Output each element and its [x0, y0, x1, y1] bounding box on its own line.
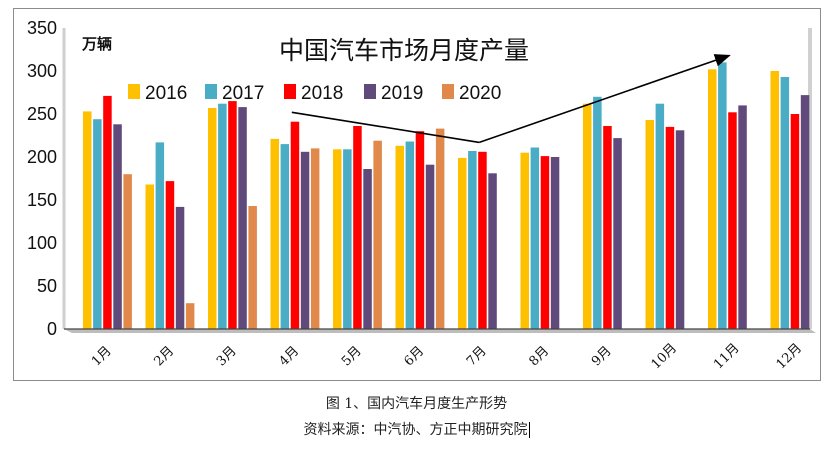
bar-4月-2018 [290, 121, 300, 329]
figure-caption: 图 1、国内汽车月度生产形势 [0, 393, 833, 413]
plot-area-shadow [62, 28, 816, 333]
legend: 2016 2017 2018 2019 2020 [128, 83, 501, 104]
bar-10月-2019 [675, 130, 685, 329]
x-tick-label-8: 8月 [526, 344, 552, 370]
legend-label-2018: 2018 [301, 83, 343, 104]
legend-swatch-2019 [364, 84, 376, 99]
bar-5月-2017 [343, 149, 352, 329]
bar-1月-2017 [93, 119, 102, 329]
bar-8月-2017 [530, 147, 540, 329]
bar-1月-2019 [113, 124, 122, 329]
legend-label-2019: 2019 [381, 83, 423, 104]
bar-10月-2018 [665, 126, 675, 330]
bar-6月-2016 [395, 145, 404, 329]
bar-1月-2016 [83, 111, 92, 330]
bar-9月-2019 [613, 138, 622, 329]
bar-11月-2018 [728, 112, 737, 329]
bar-11月-2019 [738, 105, 747, 330]
bar-11月-2016 [708, 69, 717, 330]
trend-arrow-up [479, 54, 731, 144]
y-tick-label-300: 300 [27, 61, 57, 81]
bar-7月-2017 [468, 151, 477, 329]
bar-5月-2020 [373, 140, 382, 329]
legend-label-2017: 2017 [222, 83, 264, 104]
trend-line-down [291, 111, 480, 144]
x-tick-label-6: 6月 [401, 344, 427, 370]
bar-series-group [83, 62, 810, 330]
legend-swatch-2016 [128, 84, 140, 99]
bar-12月-2016 [770, 71, 779, 329]
x-tick-label-2: 2月 [151, 344, 177, 370]
y-tick-label-150: 150 [27, 190, 57, 210]
source-note-text: 资料来源：中汽协、方正中期研究院 [303, 422, 530, 438]
bar-10月-2016 [645, 120, 654, 329]
bar-4月-2016 [270, 138, 279, 329]
bar-8月-2016 [520, 152, 529, 329]
legend-label-2016: 2016 [145, 83, 187, 104]
bar-1月-2018 [103, 95, 112, 330]
bar-9月-2018 [603, 126, 612, 329]
bar-4月-2017 [280, 144, 290, 329]
x-tick-label-3: 3月 [214, 344, 240, 370]
bar-9月-2017 [593, 96, 602, 329]
y-tick-label-350: 350 [27, 18, 57, 38]
bar-5月-2018 [353, 126, 362, 329]
bar-2月-2016 [145, 184, 154, 329]
bar-1月-2020 [123, 174, 132, 329]
bar-10月-2017 [655, 103, 665, 329]
x-tick-label-1: 1月 [89, 344, 115, 370]
bar-11月-2017 [718, 62, 727, 330]
x-tick-label-9: 9月 [589, 344, 615, 370]
x-tick-label-7: 7月 [464, 344, 490, 370]
bar-9月-2016 [583, 103, 592, 329]
y-tick-label-250: 250 [27, 104, 57, 124]
y-tick-label-0: 0 [47, 319, 57, 339]
bar-3月-2020 [248, 206, 257, 329]
source-note: 资料来源：中汽协、方正中期研究院 [0, 419, 833, 439]
bar-8月-2018 [540, 156, 550, 329]
legend-swatch-2020 [442, 84, 454, 99]
bar-3月-2018 [228, 101, 237, 329]
y-tick-label-50: 50 [37, 276, 57, 296]
bar-3月-2016 [208, 108, 217, 329]
bar-7月-2018 [478, 151, 487, 329]
x-tick-label-4: 4月 [276, 344, 302, 370]
bar-12月-2018 [790, 114, 800, 329]
bar-8月-2019 [550, 157, 560, 329]
bar-4月-2019 [300, 151, 310, 329]
bar-6月-2018 [415, 131, 425, 329]
y-tick-label-100: 100 [27, 233, 57, 253]
bar-3月-2019 [238, 107, 247, 329]
x-tick-label-11: 11月 [711, 341, 742, 372]
bar-6月-2019 [425, 164, 435, 329]
bar-12月-2019 [800, 95, 810, 329]
chart-title: 中国汽车市场月度产量 [279, 36, 529, 65]
bar-2月-2018 [165, 181, 175, 329]
bar-12月-2017 [780, 77, 790, 329]
bar-7月-2016 [458, 157, 467, 329]
bar-2月-2017 [155, 142, 165, 329]
bar-4月-2020 [310, 148, 320, 329]
y-tick-label-200: 200 [27, 147, 57, 167]
trend-arrows [291, 54, 731, 144]
legend-swatch-2018 [284, 84, 296, 99]
x-tick-label-10: 10月 [649, 341, 680, 372]
bar-5月-2016 [333, 149, 342, 329]
figure-caption-text: 图 1、国内汽车月度生产形势 [325, 396, 508, 412]
bar-chart: 0 50 100 150 200 250 300 350 1月 2月 3月 4月 5月 6月 7月 8月 9月 1… [27, 18, 816, 372]
bar-3月-2017 [218, 103, 227, 329]
bar-2月-2020 [185, 303, 195, 329]
legend-swatch-2017 [205, 84, 217, 99]
bar-7月-2019 [488, 173, 497, 329]
chart-frame: 0 50 100 150 200 250 300 350 1月 2月 3月 4月 5月 6月 7月 8月 9月 1… [13, 8, 821, 381]
plot-floor [64, 329, 816, 333]
x-tick-label-5: 5月 [339, 344, 365, 370]
x-tick-label-12: 12月 [774, 341, 805, 372]
bar-2月-2019 [175, 206, 185, 329]
legend-label-2020: 2020 [459, 83, 501, 104]
bar-5月-2019 [363, 169, 372, 329]
bar-6月-2020 [435, 128, 445, 329]
unit-label: 万辆 [81, 35, 112, 53]
bar-6月-2017 [405, 141, 415, 329]
